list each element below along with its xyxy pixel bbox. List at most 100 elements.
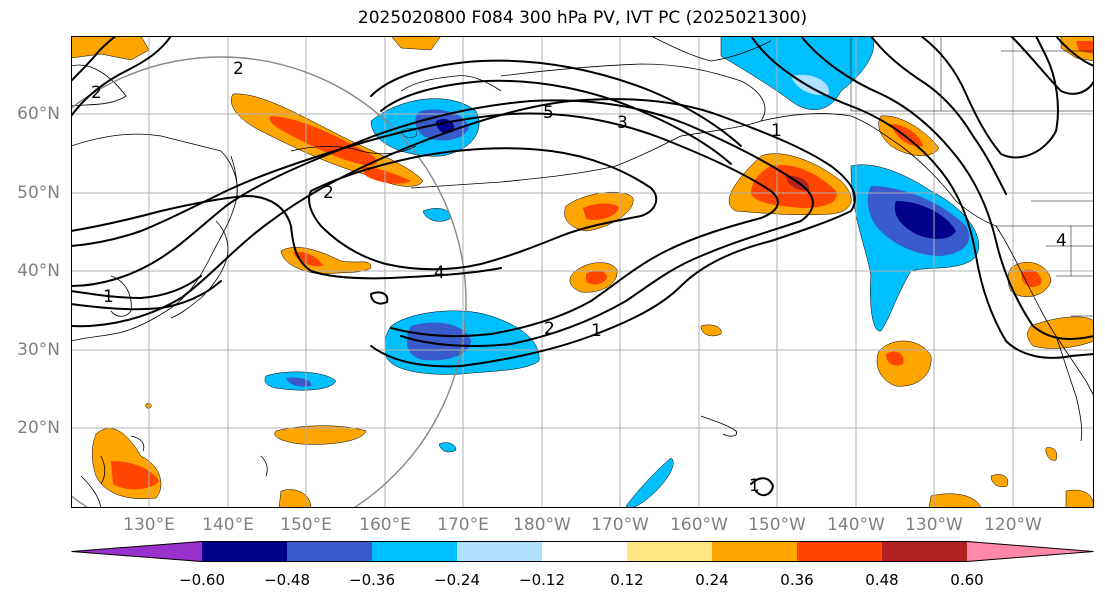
anomaly-pos-small-1 [700,324,722,337]
coast-bering-strait [400,75,502,92]
contour-2 [71,99,814,347]
contour-nw-2 [71,36,117,82]
contour-label-2-bering: 2 [323,183,334,203]
coast-alaska-panhandle [760,113,902,147]
contour-alaska-loop-2 [380,79,732,165]
anomaly-pos-top-170e [390,36,442,51]
borders [850,36,1094,317]
contour-labels: 2 2 5 3 1 2 4 2 1 1 4 1 [91,59,1067,496]
anomaly-pos-nw-corner [71,36,150,61]
anomaly-pos-baja [1027,316,1094,349]
anomaly-pos-bottom-3 [1065,489,1094,508]
colorbar-segment-0 [71,541,202,562]
contour-small-2 [369,291,389,305]
contour-label-nw-2: 2 [233,59,244,79]
lon-label-170w: 170°W [591,515,649,535]
coast-us-west [995,225,1094,397]
anomaly-pos-small-2 [990,474,1009,488]
contour-label-1-alaska: 1 [771,121,782,141]
lon-label-140e: 140°E [202,515,254,535]
colorbar-segment-1 [202,541,287,562]
lon-label-150w: 150°W [748,515,806,535]
coast-bc [900,145,997,227]
coast-taiwan [100,455,106,485]
colorbar-tick-0: −0.60 [179,571,225,589]
colorbar-tick-5: 0.12 [610,571,644,589]
coast-kamchatka [290,145,417,155]
colorbar-segment-9 [882,541,967,562]
colorbar-segment-7 [712,541,797,562]
anomaly-pos-bottom-2 [928,493,982,508]
colorbar-tick-2: −0.36 [349,571,395,589]
colorbar-tick-9: 0.60 [950,571,984,589]
contour-japan-1 [71,275,202,300]
anomaly-neg-southeast-streak [625,457,674,508]
colorbar-tick-7: 0.36 [780,571,814,589]
lat-label-50n: 50°N [17,183,60,203]
coast-hawaii [700,415,738,437]
lon-label-130w: 130°W [905,515,963,535]
colorbar [71,541,1094,562]
lon-label-130e: 130°E [123,515,175,535]
colorbar-segment-10 [967,541,1094,562]
anomaly-neg-alaska [720,36,874,110]
lon-label-120w: 120°W [984,515,1042,535]
colorbar-segment-3 [372,541,457,562]
contour-label-4-east: 4 [1056,231,1067,251]
contour-label-nw-2b: 2 [91,83,102,103]
contour-5-inner [308,147,658,271]
coast-asia [71,133,238,342]
negative-anomalies [264,36,980,508]
contour-nw-1 [71,36,172,117]
anomaly-neg-small-2 [438,442,457,453]
coast-alaska [500,63,766,167]
anomaly-pos-small-4 [145,403,152,409]
coast-ne-siberia [71,64,127,107]
contour-bc-loop [750,36,1094,359]
contour-ne-loop [1010,36,1094,95]
contour-label-1-small: 1 [749,476,760,496]
contour-label-1-japan: 1 [103,287,114,307]
colorbar-tick-6: 0.24 [695,571,729,589]
colorbar-segment-2 [287,541,372,562]
coast-islands-2 [260,455,268,477]
anomaly-pos-wake [274,425,367,445]
colorbar-segment-8 [797,541,882,562]
lat-label-40n: 40°N [17,261,60,281]
colorbar-tick-4: −0.12 [519,571,565,589]
colorbar-segment-6 [627,541,712,562]
map-panel: 2 2 5 3 1 2 4 2 1 1 4 1 [71,36,1094,508]
contour-bc-loop-2 [800,36,1094,340]
contour-3 [71,112,779,337]
colorbar-tick-8: 0.48 [865,571,899,589]
lon-label-140w: 140°W [827,515,885,535]
lon-label-180w: 180°W [513,515,571,535]
coastlines [71,36,1094,508]
lat-label-20n: 20°N [17,418,60,438]
graticule [71,36,1094,508]
coast-aleutians [410,165,617,189]
coast-baja [1055,335,1083,442]
contour-ne-loop-2 [1055,36,1094,67]
colorbar-tick-3: −0.24 [434,571,480,589]
contour-4 [71,194,502,280]
colorbar-tick-1: −0.48 [264,571,310,589]
contour-alaska-loop-1 [370,59,742,147]
contour-bc-closed [920,36,1059,159]
contour-small-1 [750,477,775,497]
coast-japan [170,220,229,319]
contour-label-2-south: 2 [544,319,555,339]
coast-islands-1 [130,435,145,452]
coast-philippines [80,475,102,508]
colorbar-segment-4 [457,541,542,562]
contour-label-4: 4 [434,263,445,283]
map-title: 2025020800 F084 300 hPa PV, IVT PC (2025… [357,8,808,28]
anomaly-pos-small-3 [1045,447,1057,461]
ivt-contours [71,36,1094,497]
contour-label-1-south: 1 [591,321,602,341]
contour-bc-loop-3 [870,36,1007,195]
lon-label-170e: 170°E [437,515,489,535]
contour-japan-2 [71,280,222,311]
coast-canada-north [650,36,772,62]
contour-label-3: 3 [617,113,628,133]
